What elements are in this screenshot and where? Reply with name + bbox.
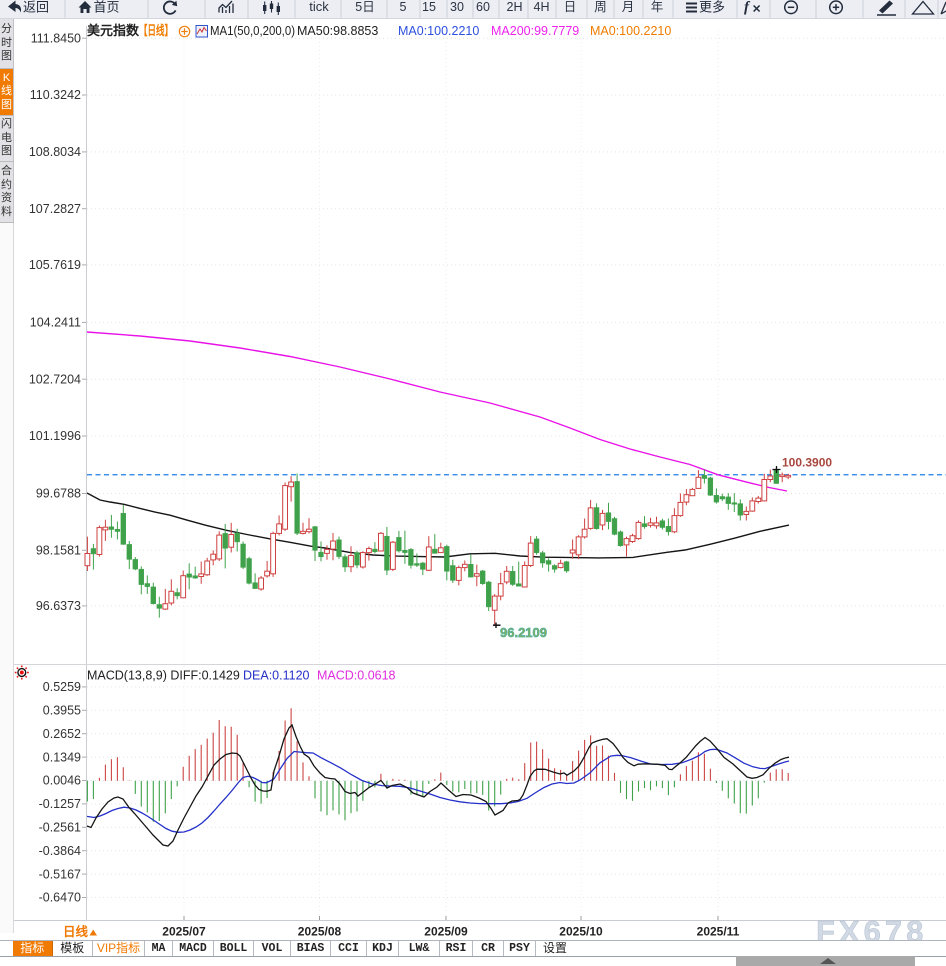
svg-text:15: 15 [422,0,436,14]
svg-text:【日线】: 【日线】 [139,23,173,38]
svg-text:f: f [744,0,751,16]
svg-text:2H: 2H [507,0,523,14]
svg-text:-0.1257: -0.1257 [39,797,81,811]
svg-text:MA200:99.7779: MA200:99.7779 [491,24,579,38]
svg-text:tick: tick [309,0,329,14]
svg-text:-0.3864: -0.3864 [39,844,81,858]
svg-text:111.8450: 111.8450 [31,31,81,45]
svg-text:96.2109: 96.2109 [500,625,547,640]
svg-text:MA1(50,0,200,0): MA1(50,0,200,0) [210,24,295,38]
svg-text:月: 月 [622,0,635,14]
svg-text:96.6373: 96.6373 [36,599,81,613]
svg-text:60: 60 [476,0,490,14]
svg-text:99.6788: 99.6788 [36,487,81,501]
svg-text:MACD:0.0618: MACD:0.0618 [317,669,396,683]
svg-text:日: 日 [564,0,577,14]
svg-text:30: 30 [450,0,464,14]
svg-text:MACD(13,8,9) DIFF:0.1429: MACD(13,8,9) DIFF:0.1429 [87,669,240,683]
svg-text:MA0:100.2210: MA0:100.2210 [398,24,479,38]
svg-text:0.0046: 0.0046 [43,774,81,788]
svg-text:2025/07: 2025/07 [162,925,206,939]
svg-text:100.3900: 100.3900 [782,456,832,470]
svg-text:✕: ✕ [752,4,761,16]
svg-text:102.7204: 102.7204 [29,372,81,386]
svg-text:0.3955: 0.3955 [43,704,81,718]
svg-text:0.2652: 0.2652 [43,727,81,741]
svg-text:周: 周 [594,0,607,14]
svg-text:日线: 日线 [63,924,89,939]
svg-text:MA0:100.2210: MA0:100.2210 [590,24,671,38]
svg-text:5日: 5日 [355,0,374,14]
svg-text:美元指数: 美元指数 [87,23,140,38]
svg-text:首页: 首页 [94,0,120,15]
svg-text:2025/11: 2025/11 [697,925,740,939]
svg-text:98.1581: 98.1581 [36,544,81,558]
svg-text:-0.5167: -0.5167 [39,867,81,881]
svg-text:0.5259: 0.5259 [43,680,81,694]
svg-text:4H: 4H [534,0,550,14]
svg-text:-0.2561: -0.2561 [39,821,81,835]
svg-text:-0.6470: -0.6470 [39,891,81,905]
svg-text:返回: 返回 [23,0,49,15]
svg-text:2025/09: 2025/09 [424,925,468,939]
svg-text:MA50:98.8853: MA50:98.8853 [297,24,378,38]
svg-text:2025/10: 2025/10 [559,925,603,939]
svg-text:DEA:0.1120: DEA:0.1120 [243,669,310,683]
svg-text:0.1349: 0.1349 [43,750,81,764]
svg-text:107.2827: 107.2827 [29,202,81,216]
svg-text:年: 年 [651,0,664,14]
svg-text:更多: 更多 [699,0,725,15]
svg-text:110.3242: 110.3242 [30,88,81,102]
svg-text:2025/08: 2025/08 [298,925,342,939]
svg-text:105.7619: 105.7619 [29,258,81,272]
svg-text:108.8034: 108.8034 [29,145,81,159]
svg-text:5: 5 [400,0,407,14]
svg-text:104.2411: 104.2411 [30,316,81,330]
svg-text:101.1996: 101.1996 [29,429,81,443]
